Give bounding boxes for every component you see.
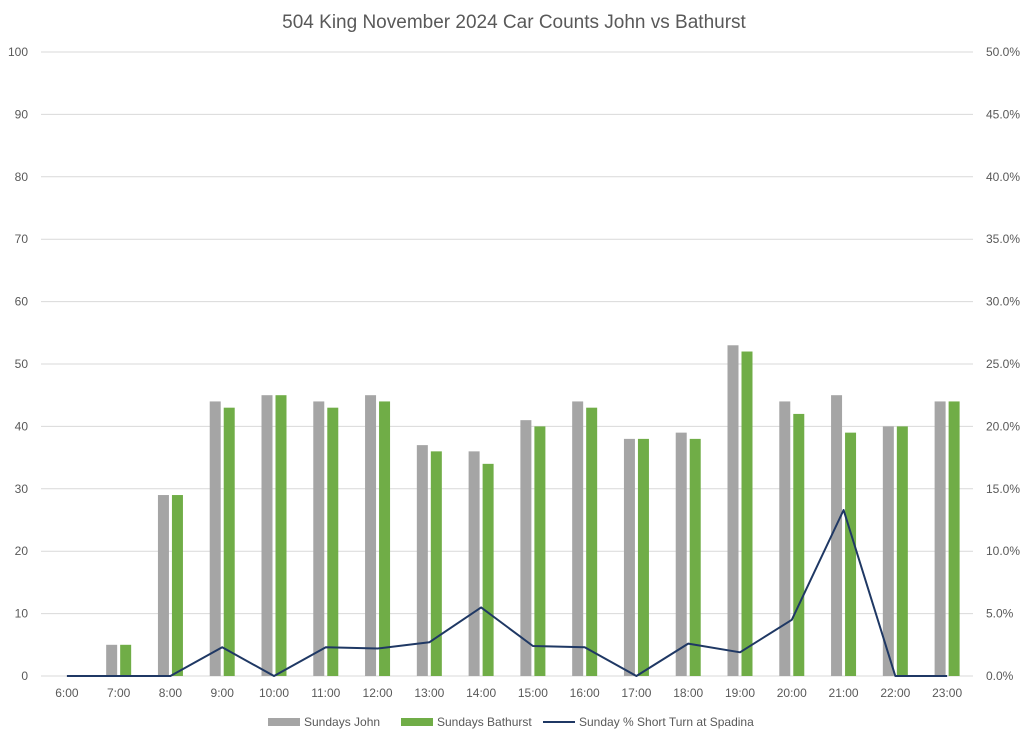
right-tick-label: 30.0%: [986, 295, 1020, 309]
bar-bathurst: [586, 407, 598, 676]
short-turn-line: [66, 509, 948, 677]
line-series: [66, 509, 948, 677]
right-tick-label: 0.0%: [986, 669, 1014, 683]
chart-title: 504 King November 2024 Car Counts John v…: [282, 12, 746, 33]
bar-bathurst: [430, 451, 442, 676]
legend-short-turn-label: Sunday % Short Turn at Spadina: [579, 715, 754, 729]
bar-john: [313, 401, 325, 676]
right-tick-label: 40.0%: [986, 170, 1020, 184]
legend-john-label: Sundays John: [304, 715, 380, 729]
right-tick-label: 25.0%: [986, 357, 1020, 371]
bar-bathurst: [534, 426, 546, 676]
right-tick-label: 10.0%: [986, 544, 1020, 558]
left-axis-ticks: 0 10 20 30 40 50 60 70 80 90 100: [8, 45, 28, 683]
bar-john: [675, 432, 687, 676]
bar-bathurst: [171, 495, 183, 676]
left-tick-label: 10: [15, 607, 29, 621]
gridlines: [41, 51, 973, 677]
x-tick-label: 23:00: [932, 686, 962, 700]
bar-bathurst: [275, 395, 287, 676]
bar-john: [365, 395, 377, 676]
x-tick-label: 17:00: [621, 686, 651, 700]
x-tick-label: 13:00: [414, 686, 444, 700]
bar-bathurst: [689, 438, 701, 676]
bar-john: [572, 401, 584, 676]
bar-john: [106, 644, 118, 676]
x-tick-label: 11:00: [311, 686, 340, 700]
bar-bathurst: [637, 438, 649, 676]
bar-john: [209, 401, 221, 676]
bar-john: [520, 420, 532, 676]
right-tick-label: 35.0%: [986, 232, 1020, 246]
x-tick-label: 21:00: [829, 686, 859, 700]
bar-john: [416, 445, 428, 676]
x-tick-label: 20:00: [777, 686, 807, 700]
bar-john: [934, 401, 946, 676]
x-tick-label: 9:00: [211, 686, 235, 700]
x-tick-label: 19:00: [725, 686, 755, 700]
bar-bathurst: [379, 401, 391, 676]
x-tick-label: 7:00: [107, 686, 131, 700]
bar-john: [623, 438, 635, 676]
x-tick-label: 6:00: [55, 686, 79, 700]
x-tick-label: 18:00: [673, 686, 703, 700]
x-tick-label: 15:00: [518, 686, 548, 700]
left-tick-label: 90: [15, 107, 29, 121]
bar-john: [157, 495, 169, 676]
x-axis-ticks: 6:00 7:00 8:00 9:00 10:00 11:00 12:00 13:00 14:0…: [55, 686, 962, 700]
right-tick-label: 45.0%: [986, 107, 1020, 121]
bar-john: [882, 426, 894, 676]
bar-john: [468, 451, 480, 676]
right-tick-label: 5.0%: [986, 607, 1014, 621]
left-tick-label: 40: [15, 419, 29, 433]
left-tick-label: 0: [21, 669, 28, 683]
bar-bathurst: [793, 413, 805, 676]
bar-bathurst: [327, 407, 339, 676]
left-tick-label: 70: [15, 232, 29, 246]
bar-john: [831, 395, 843, 676]
right-tick-label: 20.0%: [986, 419, 1020, 433]
bar-bathurst: [741, 351, 753, 676]
legend-john-swatch: [268, 718, 300, 726]
bar-bathurst: [120, 644, 132, 676]
legend-bathurst-swatch: [401, 718, 433, 726]
x-tick-label: 16:00: [570, 686, 600, 700]
x-tick-label: 14:00: [466, 686, 496, 700]
x-tick-label: 8:00: [159, 686, 183, 700]
left-tick-label: 50: [15, 357, 29, 371]
bar-bathurst: [948, 401, 960, 676]
left-tick-label: 60: [15, 295, 29, 309]
bar-bathurst: [482, 463, 494, 676]
bar-john: [779, 401, 791, 676]
x-tick-label: 10:00: [259, 686, 289, 700]
x-tick-label: 22:00: [880, 686, 910, 700]
legend: Sundays John Sundays Bathurst Sunday % Sho…: [268, 715, 754, 729]
right-tick-label: 50.0%: [986, 45, 1020, 59]
bar-bathurst: [845, 432, 857, 676]
left-tick-label: 20: [15, 544, 29, 558]
right-axis-ticks: 0.0% 5.0% 10.0% 15.0% 20.0% 25.0% 30.0% 35.0% 40…: [986, 45, 1020, 683]
legend-bathurst-label: Sundays Bathurst: [437, 715, 532, 729]
left-tick-label: 80: [15, 170, 29, 184]
x-tick-label: 12:00: [363, 686, 393, 700]
bar-bathurst: [896, 426, 908, 676]
bar-john: [727, 345, 739, 676]
bar-bathurst: [223, 407, 235, 676]
bar-john: [261, 395, 273, 676]
left-tick-label: 30: [15, 482, 29, 496]
left-tick-label: 100: [8, 45, 28, 59]
right-tick-label: 15.0%: [986, 482, 1020, 496]
bar-series: [106, 345, 960, 676]
